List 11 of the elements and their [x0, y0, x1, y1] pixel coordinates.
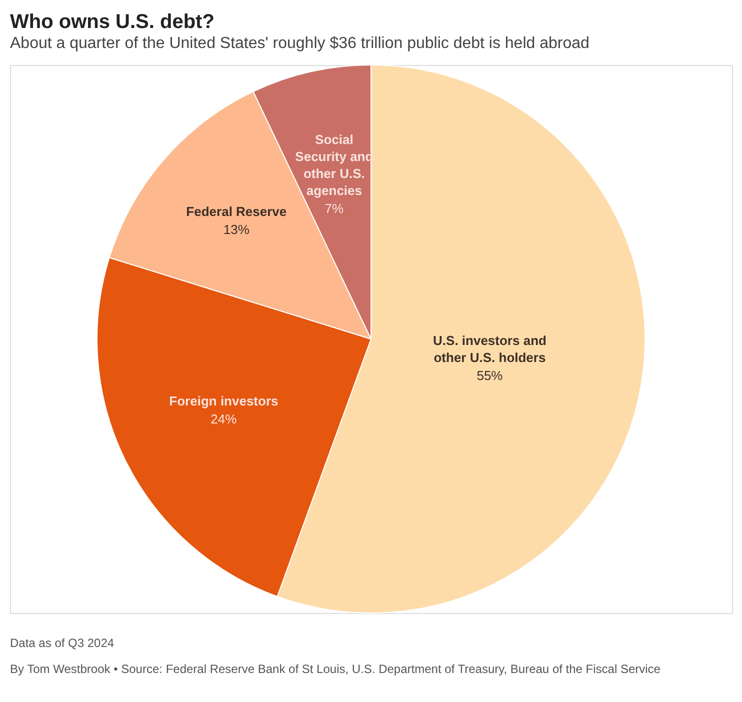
slice-label: Federal Reserve — [186, 204, 287, 219]
data-label: 13% — [223, 222, 250, 237]
text: By Tom Westbrook • Source: Federal Reserve Bank of St Louis, U.S. Department of Treasury, Bureau of the Fiscal Service — [10, 662, 661, 676]
data-label: 24% — [210, 412, 238, 427]
data-label: 7% — [324, 200, 344, 216]
chart-title: Who owns U.S. debt? — [10, 11, 214, 33]
slice-label: U.S. investors and other U.S. holders — [433, 332, 546, 365]
data-label: 55% — [476, 368, 504, 383]
slice-label: Foreign investors — [169, 394, 278, 409]
chart-subtitle: About a quarter of the United States' roughly $36 trillion public debt is held abroad — [10, 35, 590, 52]
text: Data as of Q3 2024 — [10, 636, 114, 650]
